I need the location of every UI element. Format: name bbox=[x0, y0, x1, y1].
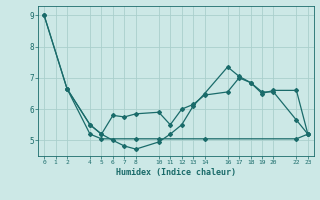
X-axis label: Humidex (Indice chaleur): Humidex (Indice chaleur) bbox=[116, 168, 236, 177]
